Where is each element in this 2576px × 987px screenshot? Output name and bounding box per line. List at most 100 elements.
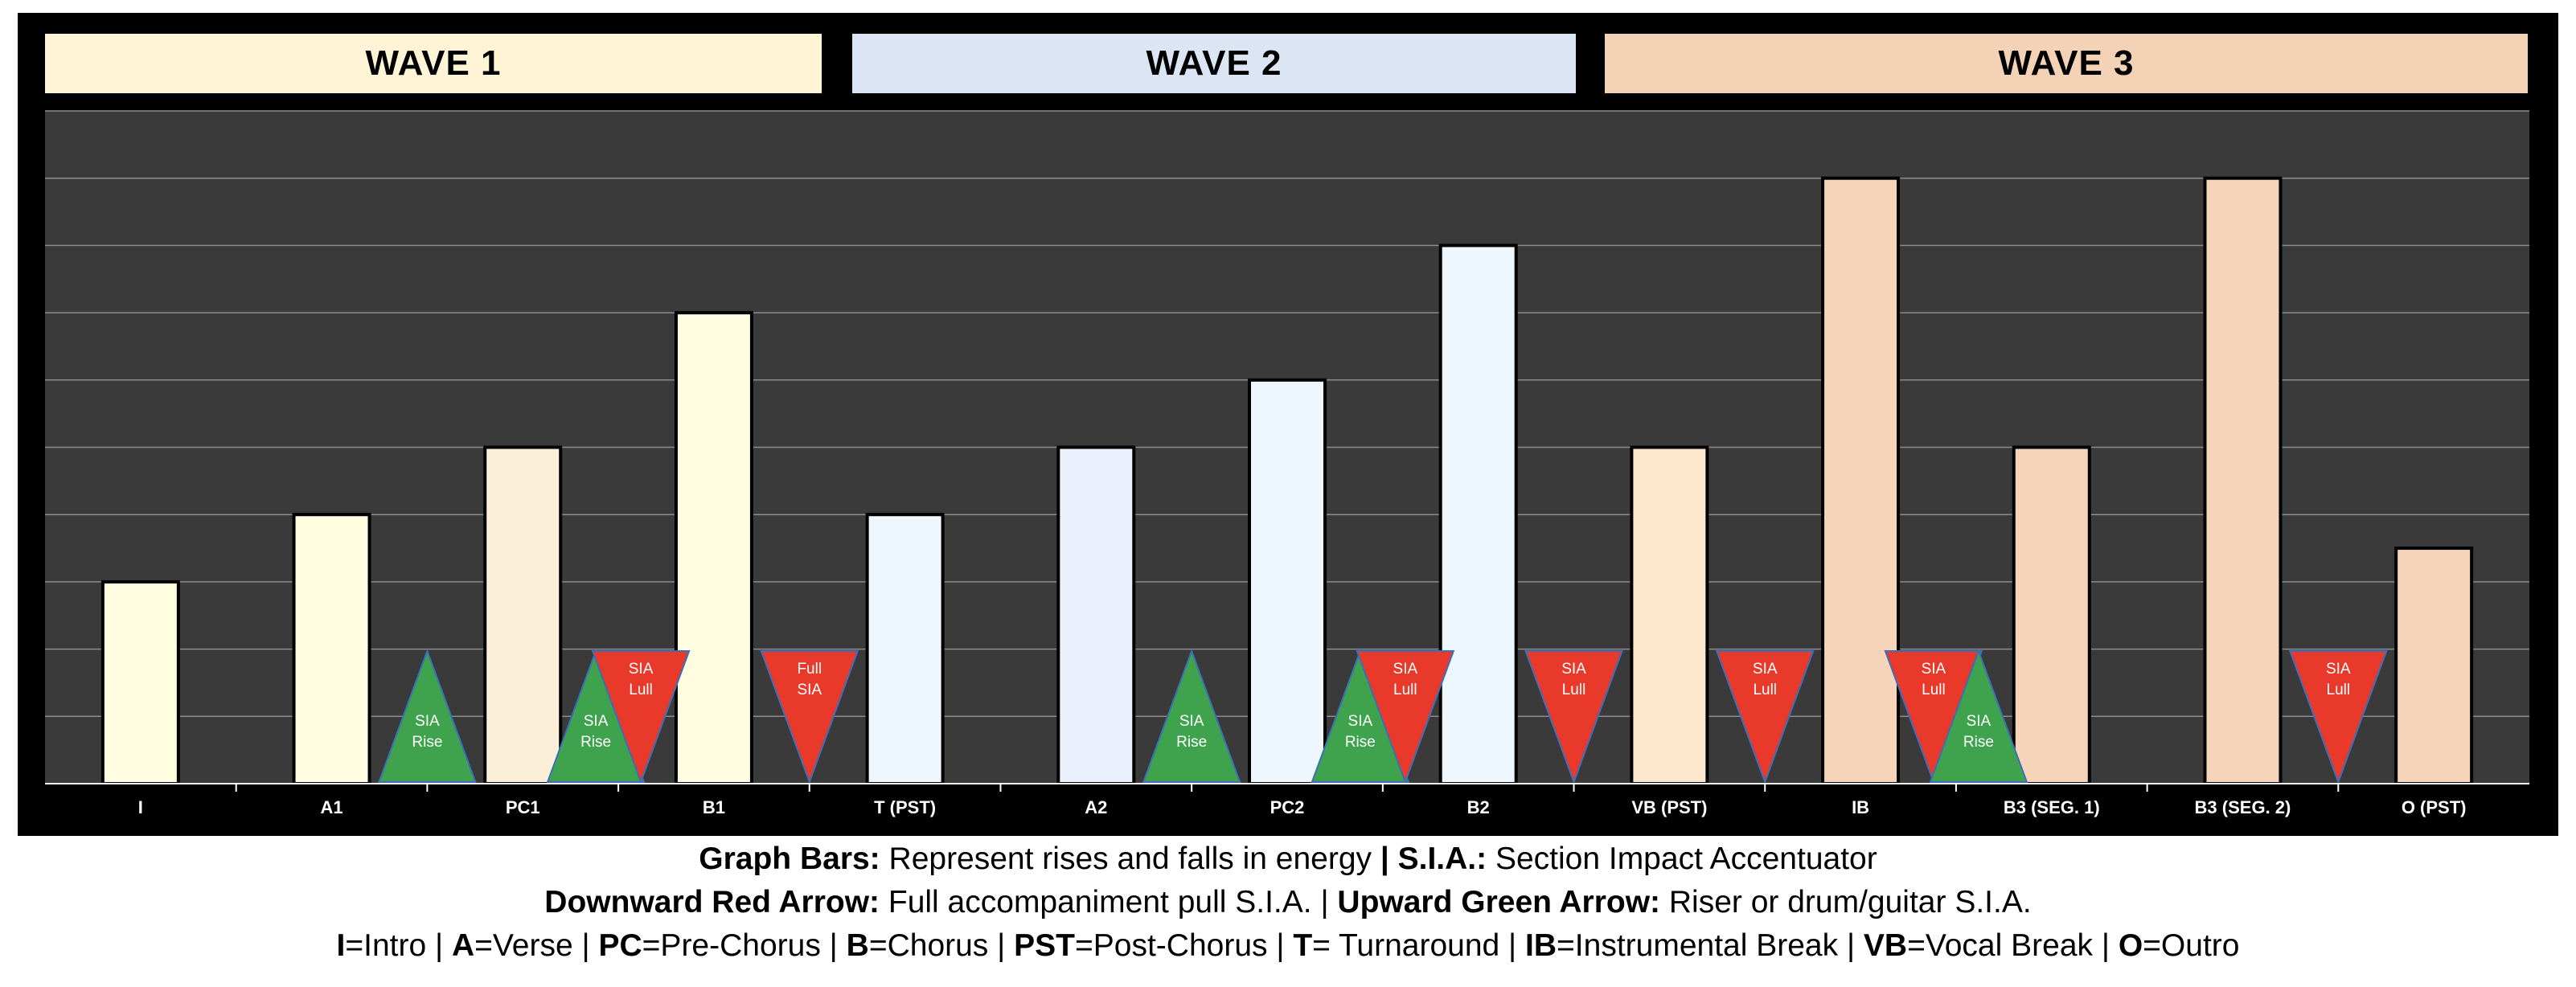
caption-term: Upward Green Arrow: (1337, 885, 1661, 919)
legend-caption: Graph Bars: Represent rises and falls in… (0, 838, 2576, 968)
sia-marker-text: Rise (1963, 734, 1994, 751)
sia-marker-text: SIA (1922, 661, 1946, 678)
caption-line-3: I=Intro | A=Verse | PC=Pre-Chorus | B=Ch… (0, 924, 2576, 968)
caption-term: PC (598, 928, 642, 963)
bar-b2 (1438, 244, 1518, 785)
bar-i (100, 580, 180, 786)
sia-lull-marker: Full SIA (760, 650, 859, 784)
sia-marker-text: SIA (1753, 661, 1778, 678)
sia-rise-marker: SIA Rise (1929, 649, 2028, 783)
wave-3-label: WAVE 3 (1998, 43, 2135, 83)
caption-term: T (1293, 928, 1313, 963)
caption-term: | S.I.A.: (1380, 842, 1487, 876)
caption-text: =Verse | (474, 928, 599, 963)
x-tick-label: B3 (SEG. 2) (2195, 797, 2291, 817)
sia-marker-text: SIA (584, 713, 609, 730)
sia-marker-text: Rise (412, 734, 442, 751)
caption-term: PST (1014, 928, 1075, 963)
sia-marker-text: Lull (1562, 682, 1586, 698)
caption-text: =Chorus | (868, 928, 1015, 963)
x-tick-label: B3 (SEG. 1) (2004, 797, 2100, 817)
caption-line-1: Graph Bars: Represent rises and falls in… (0, 838, 2576, 881)
sia-marker-text: Full (797, 661, 822, 678)
energy-chart: SIA Rise SIA Rise SIA Lull Full SIA SIA Rise SIA Ri… (45, 110, 2529, 817)
bar-ib (1821, 176, 1901, 785)
bar-vb-pst (1630, 445, 1709, 785)
caption-term: B (846, 928, 869, 963)
sia-lull-marker: SIA Lull (2288, 650, 2388, 784)
x-tick-label: I (138, 797, 143, 817)
x-tick-label: PC2 (1270, 797, 1305, 817)
sia-marker-text: SIA (415, 713, 440, 730)
sia-marker-text: Rise (1176, 734, 1207, 751)
wave-2-header: WAVE 2 (852, 34, 1576, 93)
x-tick-labels: I A1 PC1 B1 T (PST) A2 PC2 B2 VB (PST) IB B3 (SEG.… (138, 797, 2467, 817)
sia-markers: SIA Rise SIA Rise SIA Lull Full SIA SIA Rise SIA Ri… (377, 649, 2388, 784)
caption-text: =Intro | (345, 928, 452, 963)
sia-marker-text: SIA (1179, 713, 1204, 730)
x-tick-label: IB (1852, 797, 1869, 817)
bar-pc1 (483, 445, 563, 785)
sia-lull-marker: SIA Lull (1524, 650, 1623, 784)
caption-term: O (2118, 928, 2143, 963)
bars (100, 176, 2474, 786)
sia-marker-text: SIA (1393, 661, 1418, 678)
bar-b1 (674, 311, 753, 786)
sia-marker-text: SIA (1967, 713, 1991, 730)
caption-text: =Outro (2143, 928, 2240, 963)
bar-b3-seg-2 (2203, 176, 2283, 785)
caption-text: =Post-Chorus | (1074, 928, 1294, 963)
sia-lull-marker: SIA Lull (1356, 650, 1455, 784)
caption-term: VB (1863, 928, 1908, 963)
caption-text: = Turnaround | (1312, 928, 1526, 963)
wave-3-header: WAVE 3 (1605, 34, 2528, 93)
wave-1-header: WAVE 1 (45, 34, 822, 93)
bar-t-pst (865, 513, 945, 785)
sia-marker-text: SIA (1348, 713, 1373, 730)
caption-text: =Pre-Chorus | (642, 928, 847, 963)
caption-text: =Vocal Break | (1907, 928, 2119, 963)
caption-term: I (336, 928, 346, 963)
caption-text: Full accompaniment pull S.I.A. | (880, 885, 1338, 919)
sia-marker-text: SIA (797, 682, 822, 698)
caption-term: Graph Bars: (699, 842, 880, 876)
bar-pc2 (1248, 378, 1327, 785)
x-tick-marks (235, 784, 2340, 792)
sia-marker-text: SIA (1561, 661, 1586, 678)
wave-1-label: WAVE 1 (365, 43, 502, 83)
caption-text: Represent rises and falls in energy (880, 842, 1380, 876)
caption-text: =Instrumental Break | (1557, 928, 1864, 963)
x-tick-label: VB (PST) (1631, 797, 1707, 817)
x-tick-label: A2 (1085, 797, 1107, 817)
x-tick-label: A1 (320, 797, 343, 817)
bar-a1 (292, 513, 371, 785)
caption-term: A (451, 928, 475, 963)
sia-marker-text: Rise (1345, 734, 1376, 751)
x-tick-label: T (PST) (874, 797, 936, 817)
x-tick-label: PC1 (506, 797, 540, 817)
x-tick-label: B2 (1467, 797, 1490, 817)
wave-2-label: WAVE 2 (1146, 43, 1282, 83)
bar-b3-seg-1 (2012, 445, 2091, 785)
caption-line-2: Downward Red Arrow: Full accompaniment p… (0, 881, 2576, 924)
sia-marker-text: Lull (2327, 682, 2351, 698)
caption-term: Downward Red Arrow: (544, 885, 880, 919)
caption-text: Section Impact Accentuator (1487, 842, 1877, 876)
sia-lull-marker: SIA Lull (1884, 650, 1983, 784)
sia-lull-marker: SIA Lull (591, 650, 691, 784)
sia-lull-marker: SIA Lull (1715, 650, 1815, 784)
sia-marker-text: Lull (629, 682, 653, 698)
sia-marker-text: SIA (2326, 661, 2351, 678)
sia-rise-marker: SIA Rise (377, 649, 477, 783)
sia-rise-marker: SIA Rise (1142, 649, 1241, 783)
caption-term: IB (1525, 928, 1557, 963)
sia-marker-text: SIA (629, 661, 654, 678)
x-tick-label: O (PST) (2402, 797, 2467, 817)
x-tick-label: B1 (703, 797, 725, 817)
sia-marker-text: Lull (1753, 682, 1777, 698)
sia-marker-text: Lull (1922, 682, 1946, 698)
caption-text: Riser or drum/guitar S.I.A. (1660, 885, 2032, 919)
bar-a2 (1056, 445, 1136, 785)
sia-marker-text: Rise (580, 734, 611, 751)
sia-marker-text: Lull (1393, 682, 1417, 698)
